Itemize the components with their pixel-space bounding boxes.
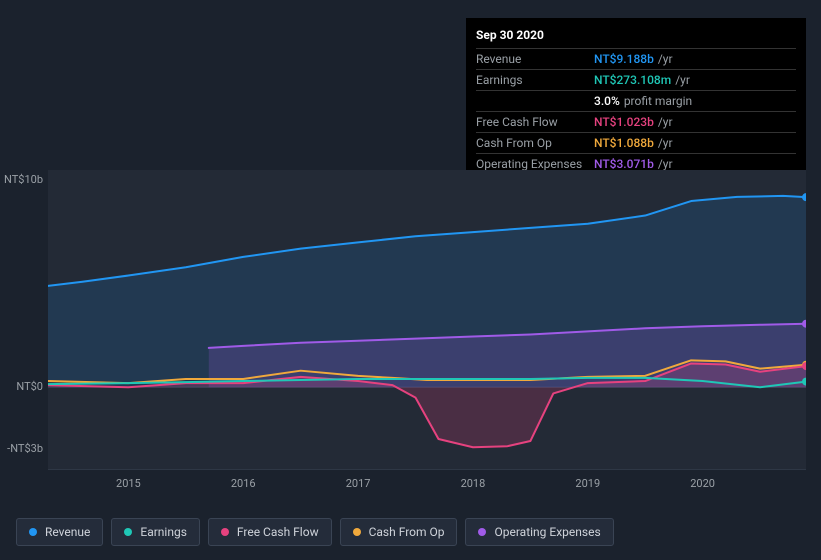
tooltip-row: Free Cash FlowNT$1.023b/yr — [476, 112, 796, 133]
x-axis-label: 2020 — [683, 477, 723, 490]
tooltip-row: EarningsNT$273.108m/yr — [476, 70, 796, 91]
tooltip-row-value: NT$273.108m — [594, 73, 671, 87]
legend-dot-icon — [478, 528, 486, 536]
tooltip-row: 3.0% profit margin — [476, 91, 796, 112]
x-axis-label: 2015 — [108, 477, 148, 490]
legend-item[interactable]: Cash From Op — [340, 518, 458, 546]
tooltip-row-label — [476, 94, 594, 108]
tooltip-row-unit: /yr — [675, 73, 690, 87]
legend-dot-icon — [353, 528, 361, 536]
legend-label: Earnings — [140, 525, 187, 539]
y-axis-label: -NT$3b — [0, 442, 43, 455]
tooltip-row-value: NT$1.088b — [594, 136, 654, 150]
tooltip-row-value: NT$1.023b — [594, 115, 654, 129]
x-axis-label: 2017 — [338, 477, 378, 490]
legend-item[interactable]: Revenue — [16, 518, 103, 546]
chart-plot[interactable] — [48, 170, 806, 470]
legend-dot-icon — [124, 528, 132, 536]
x-axis-label: 2019 — [568, 477, 608, 490]
legend-label: Revenue — [45, 525, 90, 539]
legend-label: Cash From Op — [369, 525, 445, 539]
x-axis-label: 2018 — [453, 477, 493, 490]
tooltip-date: Sep 30 2020 — [476, 24, 796, 49]
tooltip-row-unit: /yr — [658, 52, 673, 66]
y-axis-label: NT$0 — [0, 380, 43, 393]
tooltip-row-unit: /yr — [658, 115, 673, 129]
x-axis-label: 2016 — [223, 477, 263, 490]
legend-dot-icon — [29, 528, 37, 536]
legend: Revenue Earnings Free Cash Flow Cash From O… — [16, 518, 614, 546]
legend-dot-icon — [221, 528, 229, 536]
tooltip-row-value: NT$9.188b — [594, 52, 654, 66]
tooltip-row-label: Free Cash Flow — [476, 115, 594, 129]
tooltip-row-label: Earnings — [476, 73, 594, 87]
legend-item[interactable]: Free Cash Flow — [208, 518, 332, 546]
tooltip-row-value: 3.0% — [594, 94, 620, 108]
legend-label: Operating Expenses — [494, 525, 600, 539]
tooltip-row-label: Cash From Op — [476, 136, 594, 150]
tooltip-row: Cash From OpNT$1.088b/yr — [476, 133, 796, 154]
chart-area: NT$10bNT$0-NT$3b 20152016201720182019202… — [16, 155, 806, 510]
tooltip-row: RevenueNT$9.188b/yr — [476, 49, 796, 70]
y-axis-label: NT$10b — [0, 173, 43, 186]
tooltip-row-unit: profit margin — [624, 94, 692, 108]
legend-item[interactable]: Earnings — [111, 518, 200, 546]
legend-label: Free Cash Flow — [237, 525, 319, 539]
tooltip-row-label: Revenue — [476, 52, 594, 66]
x-axis: 2015 2016 2017 2018 2019 2020 — [48, 475, 806, 495]
tooltip-row-unit: /yr — [658, 136, 673, 150]
legend-item[interactable]: Operating Expenses — [465, 518, 613, 546]
